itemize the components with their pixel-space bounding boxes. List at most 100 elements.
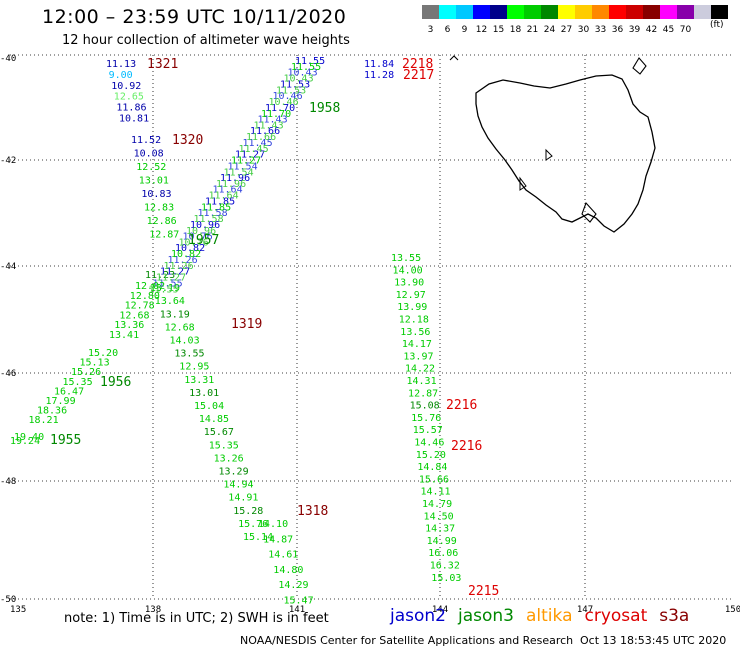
swh-value: 14.22 (405, 364, 435, 375)
credit-line: NOAA/NESDIS Center for Satellite Applica… (240, 634, 574, 647)
swh-value: 14.03 (170, 336, 200, 347)
swh-value: 10.96 (186, 226, 216, 237)
swh-value: 11.70 (265, 103, 295, 114)
footer-note: note: 1) Time is in UTC; 2) SWH is in fe… (64, 611, 329, 626)
swh-value: 15.47 (284, 596, 314, 607)
swh-value: 9.00 (109, 70, 133, 81)
swh-value: 13.99 (397, 302, 427, 313)
legend-swatch (592, 5, 609, 19)
legend-swatch (456, 5, 473, 19)
swh-value: 11.53 (280, 79, 310, 90)
swh-value: 14.91 (228, 493, 258, 504)
legend-swatch (660, 5, 677, 19)
satellite-s3a: s3a (659, 606, 690, 626)
lon-label: 144 (432, 605, 448, 615)
legend-label: 30 (577, 25, 590, 35)
swh-value: 14.87 (263, 534, 293, 545)
swh-value: 14.99 (427, 536, 457, 547)
swh-value: 10.96 (190, 220, 220, 231)
pass-time-2215: 2215 (468, 584, 499, 599)
legend-label: 42 (645, 25, 658, 35)
swh-value: 14.61 (268, 550, 298, 561)
lon-label: 135 (10, 605, 26, 615)
pass-time-1958: 1958 (309, 101, 340, 116)
legend-label: 12 (475, 25, 488, 35)
swh-value: 11.27 (235, 150, 265, 161)
swh-value: 13.56 (400, 327, 430, 338)
legend-swatch (422, 5, 439, 19)
pass-time-1318: 1318 (297, 504, 328, 519)
swh-value: 11.54 (224, 167, 254, 178)
legend-swatch (524, 5, 541, 19)
swh-value: 11.23 (145, 270, 175, 281)
swh-value: 14.37 (425, 524, 455, 535)
swh-value: 18.36 (37, 406, 67, 417)
lon-label: 150 (725, 605, 740, 615)
lat-label: -44 (0, 262, 16, 272)
swh-value: 14.11 (420, 487, 450, 498)
swh-value: 11.55 (149, 284, 179, 295)
swh-value: 13.55 (391, 253, 421, 264)
swh-value: 11.58 (194, 214, 224, 225)
lat-label: -42 (0, 156, 16, 166)
legend-swatch (490, 5, 507, 19)
swh-value: 11.54 (228, 161, 258, 172)
pass-time-1955: 1955 (50, 433, 81, 448)
swh-value: 11.85 (205, 196, 235, 207)
lake-outline (545, 148, 553, 161)
swh-value: 11.43 (254, 121, 284, 132)
swh-value: 14.85 (199, 414, 229, 425)
satellite-altika: altika (526, 606, 573, 626)
lat-label: -46 (0, 369, 16, 379)
swh-value: 14.50 (424, 511, 454, 522)
legend-swatch (541, 5, 558, 19)
bruny-island (581, 201, 597, 223)
swh-value: 10.43 (284, 74, 314, 85)
swh-value: 14.84 (417, 462, 447, 473)
generation-timestamp: Oct 13 18:53:45 UTC 2020 (580, 634, 727, 647)
swh-value: 13.64 (155, 296, 185, 307)
swh-value: 15.35 (63, 377, 93, 388)
pass-time-2216b: 2216 (451, 439, 482, 454)
pass-time-1319: 1319 (231, 317, 262, 332)
page-title: 12:00 – 23:59 UTC 10/11/2020 (42, 6, 347, 28)
legend-label: 24 (543, 25, 556, 35)
swh-value: 11.96 (216, 179, 246, 190)
swh-value: 12.87 (408, 388, 438, 399)
swh-value: 13.36 (114, 320, 144, 331)
swh-value: 15.67 (204, 427, 234, 438)
pass-time-1956: 1956 (100, 375, 131, 390)
swh-value: 11.27 (231, 156, 261, 167)
legend-label: 9 (461, 25, 468, 35)
swh-value: 12.78 (125, 301, 155, 312)
legend-label: 39 (628, 25, 641, 35)
swh-value: 15.26 (71, 367, 101, 378)
legend-swatch (609, 5, 626, 19)
swh-value: 10.76 (183, 232, 213, 243)
tasmania-coastline (475, 74, 656, 233)
legend-label: 21 (526, 25, 539, 35)
swh-value: 12.02 (135, 281, 165, 292)
swh-value: 14.29 (278, 580, 308, 591)
swh-value: 10.76 (179, 238, 209, 249)
swh-value: 12.95 (179, 362, 209, 373)
swh-value: 11.27 (156, 273, 186, 284)
swh-value: 15.13 (80, 358, 110, 369)
swh-value: 11.85 (201, 202, 231, 213)
swh-value: 16.06 (428, 548, 458, 559)
king-island-edge (449, 55, 459, 61)
legend-label: 36 (611, 25, 624, 35)
swh-value: 10.82 (171, 249, 201, 260)
swh-value: 13.41 (109, 330, 139, 341)
legend-swatch (439, 5, 456, 19)
swh-value: 11.96 (220, 173, 250, 184)
swh-value: 11.28 (364, 70, 394, 81)
swh-value: 15.76 (411, 413, 441, 424)
swh-value: 14.94 (223, 480, 253, 491)
satellite-legend: jason2 jason3 altika cryosat s3a (390, 606, 701, 626)
swh-value: 11.45 (239, 144, 269, 155)
swh-value: 13.55 (174, 349, 204, 360)
swh-value: 11.45 (243, 138, 273, 149)
swh-value: 13.01 (189, 388, 219, 399)
swh-value: 10.46 (273, 91, 303, 102)
